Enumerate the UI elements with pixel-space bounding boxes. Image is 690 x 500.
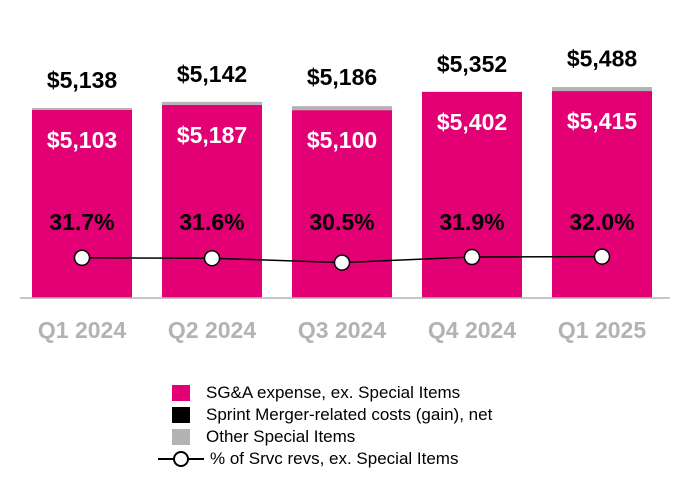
legend-item-sga: SG&A expense, ex. Special Items: [172, 382, 492, 404]
legend-swatch-gray: [172, 429, 190, 445]
bar-value-label: $5,402: [437, 109, 507, 135]
legend-swatch-black: [172, 407, 190, 423]
legend-item-line: % of Srvc revs, ex. Special Items: [158, 448, 492, 470]
total-label: $5,352: [437, 51, 507, 77]
percent-label: 31.6%: [179, 209, 244, 235]
legend-label: SG&A expense, ex. Special Items: [206, 383, 461, 402]
total-label: $5,488: [567, 46, 638, 72]
legend-label: % of Srvc revs, ex. Special Items: [210, 449, 459, 468]
percent-label: 32.0%: [569, 209, 634, 235]
percent-label: 31.9%: [439, 209, 504, 235]
x-tick-label: Q3 2024: [298, 317, 386, 343]
percent-label: 31.7%: [49, 209, 114, 235]
legend-item-other: Other Special Items: [172, 426, 492, 448]
x-tick-label: Q1 2024: [38, 317, 126, 343]
percent-label: 30.5%: [309, 209, 374, 235]
chart-plot: $5,138 $5,103 31.7% Q1 2024 $5,142 $5,187 31.6…: [20, 46, 670, 343]
total-label: $5,142: [177, 61, 247, 87]
line-point: [463, 248, 481, 266]
x-tick-label: Q1 2025: [558, 317, 646, 343]
bar-sga: [32, 109, 132, 299]
total-label: $5,186: [307, 64, 377, 90]
legend-swatch-pink: [172, 385, 190, 401]
line-point: [203, 249, 221, 267]
bar-other-special: [162, 101, 262, 105]
legend: SG&A expense, ex. Special Items Sprint M…: [158, 382, 492, 470]
legend-label: Sprint Merger-related costs (gain), net: [206, 405, 493, 424]
line-point: [73, 249, 91, 267]
total-label: $5,138: [47, 67, 118, 93]
bar-value-label: $5,187: [177, 122, 247, 148]
bar-value-label: $5,103: [47, 127, 117, 153]
x-tick-label: Q2 2024: [168, 317, 256, 343]
line-point: [333, 254, 351, 271]
legend-label: Other Special Items: [206, 427, 356, 446]
line-point: [593, 248, 611, 265]
bar-other-special: [32, 107, 132, 110]
bar-other-special: [292, 106, 392, 111]
bar-value-label: $5,415: [567, 108, 638, 134]
legend-item-sprint: Sprint Merger-related costs (gain), net: [172, 404, 492, 426]
legend-line-marker-icon: [158, 451, 204, 467]
bar-value-label: $5,100: [307, 127, 377, 153]
bar-other-special: [552, 87, 652, 92]
x-tick-label: Q4 2024: [428, 317, 516, 343]
